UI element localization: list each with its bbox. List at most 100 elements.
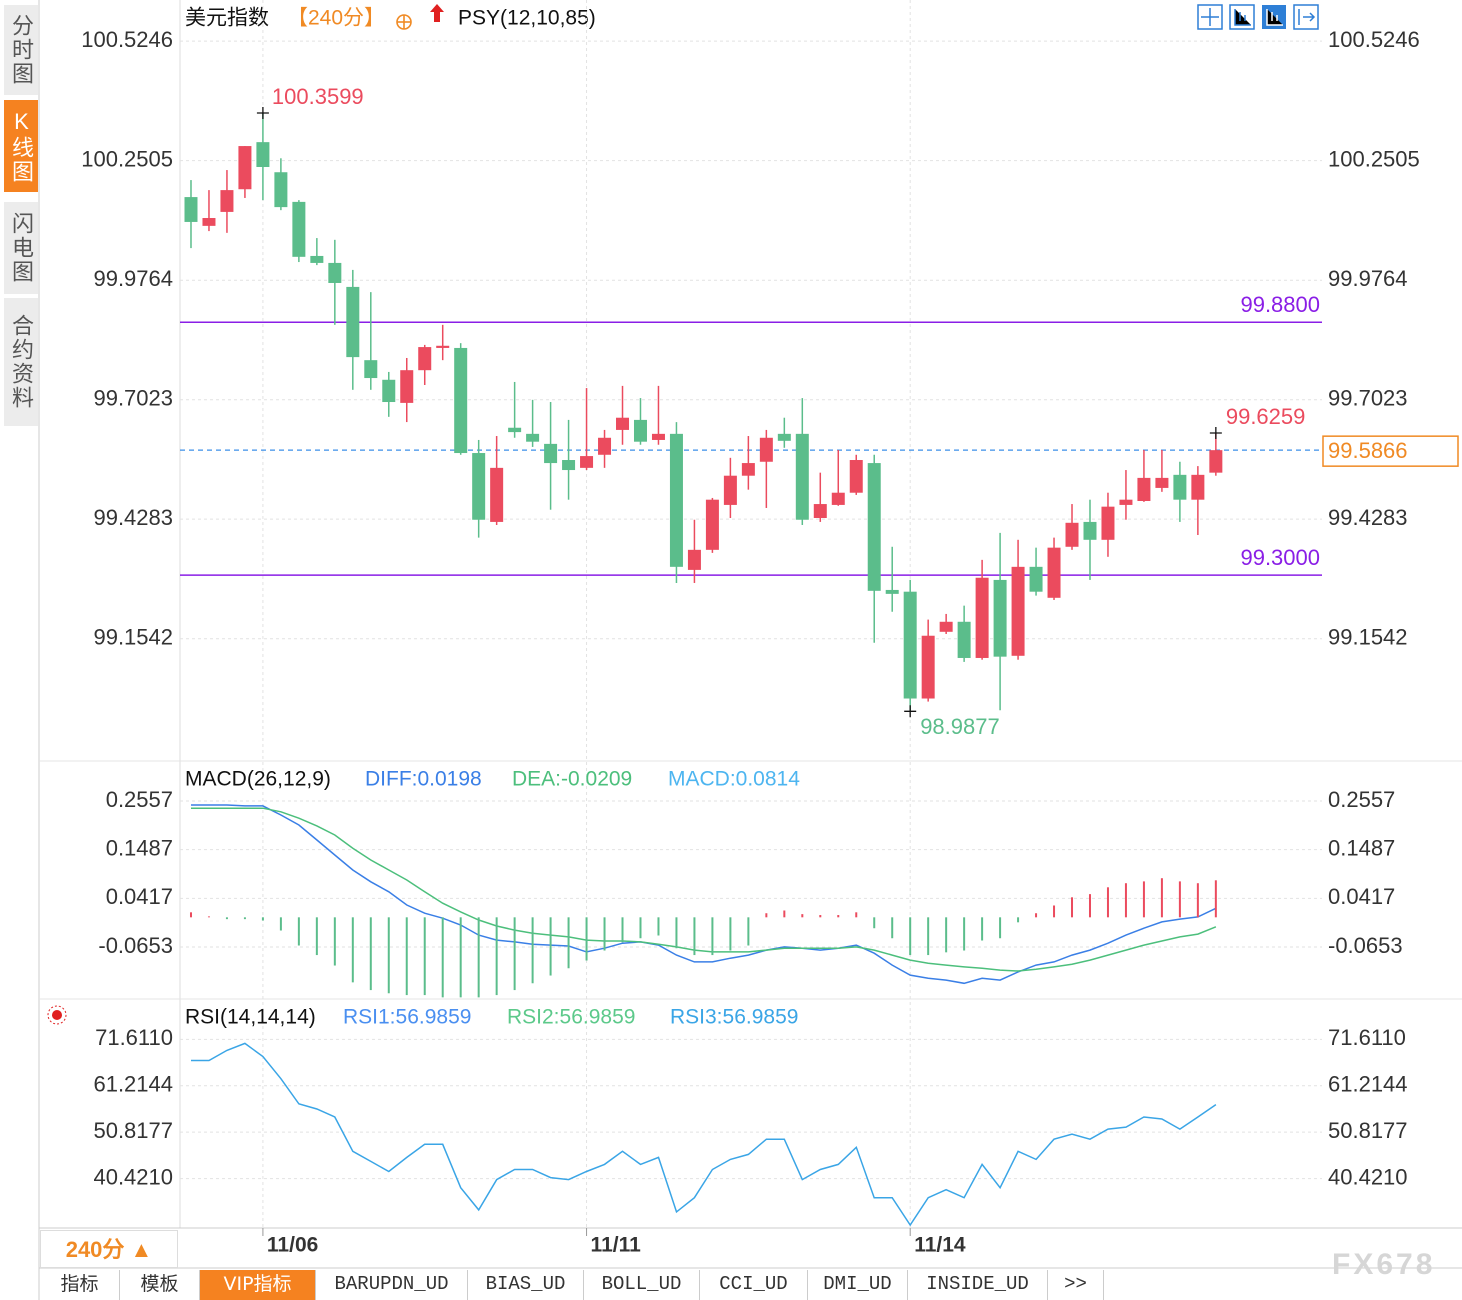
histogram-bar: [459, 917, 462, 998]
legend-label: RSI1:56.9859: [343, 1006, 471, 1029]
bottom-tab[interactable]: BOLL_UD: [584, 1270, 700, 1300]
histogram-bar: [297, 917, 300, 946]
add-icon[interactable]: [396, 14, 412, 30]
histogram-bar: [1017, 917, 1020, 923]
candle-body: [849, 460, 863, 493]
bottom-tab[interactable]: >>: [1048, 1270, 1104, 1300]
sidebar-tab[interactable]: K线图: [4, 100, 38, 192]
candle-body: [292, 201, 306, 257]
y-tick-label: 100.5246: [81, 27, 173, 52]
candle-body: [669, 433, 683, 567]
candle-body: [777, 433, 791, 441]
candle-body: [184, 197, 198, 222]
candle-body: [364, 360, 378, 379]
histogram-bar: [711, 917, 714, 956]
candle-body: [490, 467, 504, 522]
legend-label: MACD:0.0814: [668, 768, 800, 791]
bottom-tab[interactable]: CCI_UD: [700, 1270, 808, 1300]
sidebar-tab[interactable]: 合约资料: [4, 298, 38, 426]
histogram-bar: [549, 917, 552, 976]
histogram-bar: [1124, 883, 1127, 918]
histogram-bar: [819, 915, 822, 918]
candle-body: [1191, 474, 1205, 500]
histogram-bar: [189, 912, 192, 918]
histogram-bar: [639, 917, 642, 939]
candle-body: [939, 621, 953, 632]
low-label: 98.9877: [920, 714, 1000, 739]
histogram-bar: [981, 917, 984, 941]
x-tick-label: 11/14: [914, 1234, 966, 1257]
histogram-bar: [603, 917, 606, 951]
histogram-bar: [423, 917, 426, 996]
bottom-tab[interactable]: VIP指标: [200, 1270, 316, 1300]
histogram-bar: [909, 917, 912, 956]
histogram-bar: [1088, 894, 1091, 918]
candle-body: [436, 345, 450, 348]
candle-body: [903, 591, 917, 699]
bottom-tab[interactable]: DMI_UD: [808, 1270, 908, 1300]
y-tick-label: 61.2144: [93, 1072, 173, 1097]
histogram-bar: [693, 917, 696, 956]
candle-body: [831, 492, 845, 505]
bottom-tab[interactable]: 模板: [120, 1270, 200, 1300]
legend-label: RSI2:56.9859: [507, 1006, 635, 1029]
last-price-box: [1322, 435, 1459, 467]
sidebar-tab[interactable]: 闪电图: [4, 202, 38, 294]
toolbar-icons[interactable]: [1197, 4, 1319, 30]
histogram-bar: [621, 917, 624, 943]
y-tick-label: 100.2505: [81, 146, 173, 171]
y-tick-label: 50.8177: [93, 1118, 173, 1143]
candle-body: [508, 427, 522, 433]
candle-body: [346, 286, 360, 358]
histogram-bar: [801, 914, 804, 918]
watermark: FX678: [1332, 1248, 1436, 1281]
indicator-line: [191, 807, 1217, 972]
candle-body: [238, 146, 252, 190]
histogram-bar: [747, 917, 750, 946]
histogram-bar: [1196, 883, 1199, 918]
y-tick-label: 99.7023: [1328, 386, 1408, 411]
candle-body: [867, 463, 881, 591]
histogram-bar: [477, 917, 480, 998]
candle-body: [651, 433, 665, 440]
histogram-bar: [945, 917, 948, 953]
y-tick-label: 40.4210: [93, 1164, 173, 1189]
histogram-bar: [531, 917, 534, 984]
candle-body: [256, 142, 270, 167]
histogram-bar: [369, 917, 372, 991]
histogram-bar: [927, 917, 930, 956]
histogram-bar: [837, 915, 840, 918]
candle-body: [1155, 477, 1169, 488]
y-tick-label: 99.4283: [93, 505, 173, 530]
histogram-bar: [441, 917, 444, 998]
bottom-tab[interactable]: BIAS_UD: [468, 1270, 584, 1300]
histogram-bar: [873, 917, 876, 929]
rsi-icon[interactable]: [47, 1005, 67, 1025]
reference-label: 99.8800: [1240, 292, 1320, 317]
legend-label: RSI3:56.9859: [670, 1006, 798, 1029]
candle-body: [759, 437, 773, 462]
candle-body: [723, 475, 737, 505]
candle-body: [220, 190, 234, 212]
y-tick-label: 0.1487: [1328, 835, 1395, 860]
bottom-tab[interactable]: 指标: [40, 1270, 120, 1300]
histogram-bar: [963, 917, 966, 951]
candle-body: [1209, 450, 1223, 473]
candle-body: [616, 417, 630, 430]
period-selector[interactable]: 240分 ▲: [40, 1230, 178, 1268]
y-tick-label: 99.9764: [1328, 266, 1408, 291]
candle-body: [328, 262, 342, 283]
sidebar-tab[interactable]: 分时图: [4, 5, 38, 95]
y-tick-label: 99.7023: [93, 386, 173, 411]
y-tick-label: 99.4283: [1328, 505, 1408, 530]
candle-body: [633, 419, 647, 442]
extreme-marker: [1209, 427, 1222, 440]
candle-body: [400, 370, 414, 403]
candle-body: [975, 577, 989, 658]
bottom-tab[interactable]: BARUPDN_UD: [316, 1270, 468, 1300]
candle-body: [885, 589, 899, 594]
candle-body: [526, 433, 540, 442]
bottom-tab[interactable]: INSIDE_UD: [908, 1270, 1048, 1300]
y-tick-label: 50.8177: [1328, 1118, 1408, 1143]
